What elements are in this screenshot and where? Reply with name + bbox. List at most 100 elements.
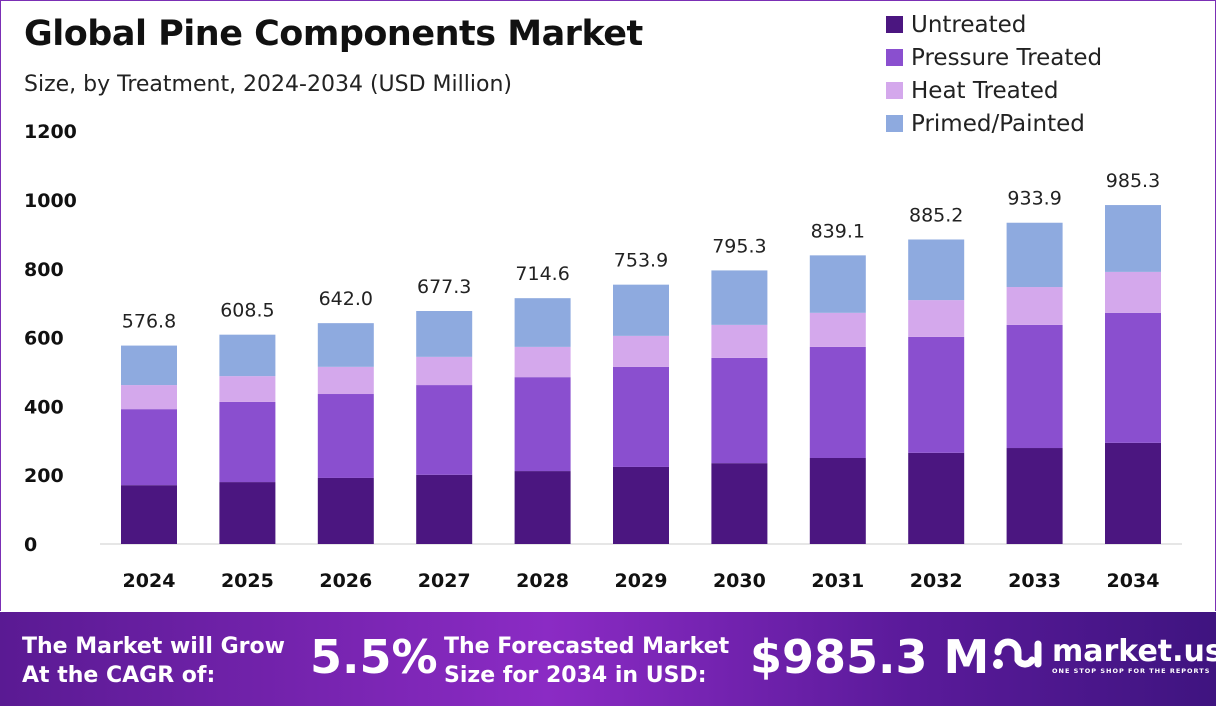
data-label-total: 885.2 [909,204,963,226]
bar-segment-untreated [1006,448,1063,544]
forecast-label: The Forecasted Market Size for 2034 in U… [444,632,729,690]
forecast-label-line: Size for 2034 in USD: [444,663,707,688]
bar-segment-untreated [416,474,473,544]
bar-segment-pressure-treated [1006,324,1063,449]
bar-segment-pressure-treated [711,357,768,464]
y-tick-label: 1200 [24,121,77,143]
footer-banner: The Market will Grow At the CAGR of: 5.5… [0,612,1216,706]
bar-segment-primed-painted [317,323,374,367]
data-label-total: 642.0 [319,288,373,310]
bar-segment-untreated [317,477,374,544]
bar-segment-heat-treated [711,324,768,358]
cagr-label-line: The Market will Grow [22,634,285,659]
forecast-value: $985.3 M [750,630,990,684]
cagr-value: 5.5% [310,630,438,684]
legend-label: Heat Treated [911,77,1059,104]
y-tick-label: 800 [24,259,64,281]
market-us-logo: market.us ONE STOP SHOP FOR THE REPORTS [990,634,1216,678]
x-tick-label: 2026 [319,570,372,592]
bar-segment-pressure-treated [317,394,374,478]
bar-segment-untreated [711,463,768,544]
y-tick-label: 600 [24,328,64,350]
chart-plot: 0 200 400 600 800 1000 1200 576.8 2024 608.5 2025 6… [24,121,1182,592]
x-tick-label: 2024 [123,570,176,592]
bar-segment-heat-treated [809,312,866,347]
bar-segment-primed-painted [908,239,965,301]
bar-segment-heat-treated [219,376,276,402]
bar-segment-primed-painted [1105,205,1161,272]
legend-swatch [886,82,903,99]
legend-swatch [886,115,903,132]
bar-segment-untreated [121,485,177,544]
bar-segment-primed-painted [613,284,669,336]
legend-label: Primed/Painted [911,110,1085,137]
chart-subtitle: Size, by Treatment, 2024-2034 (USD Milli… [24,72,512,97]
bar-segment-heat-treated [908,300,965,337]
bar-segment-pressure-treated [908,336,965,453]
bar-segment-untreated [1105,442,1161,544]
legend-swatch [886,49,903,66]
bar-segment-pressure-treated [416,385,473,475]
bar-segment-primed-painted [219,334,276,377]
legend-item-untreated: Untreated [886,8,1102,41]
bar-segment-untreated [219,482,276,544]
bar-segment-pressure-treated [1105,312,1161,443]
legend-item-pressure-treated: Pressure Treated [886,41,1102,74]
bar-segment-heat-treated [121,385,177,410]
cagr-label: The Market will Grow At the CAGR of: [22,632,285,690]
bar-segment-primed-painted [121,345,177,386]
chart-title: Global Pine Components Market [24,14,643,54]
x-tick-label: 2034 [1107,570,1160,592]
data-label-total: 576.8 [122,311,176,333]
legend-item-heat-treated: Heat Treated [886,74,1102,107]
x-tick-label: 2025 [221,570,274,592]
legend: Untreated Pressure Treated Heat Treated … [886,8,1102,140]
bar-segment-untreated [908,452,965,544]
bar-segment-pressure-treated [613,366,669,467]
bar-segment-pressure-treated [514,377,571,472]
bar-segment-untreated [809,458,866,544]
bar-segment-primed-painted [711,270,768,325]
bar-segment-heat-treated [514,346,571,378]
logo-text: market.us [1052,634,1216,669]
bar-segment-pressure-treated [121,409,177,486]
data-label-total: 753.9 [614,250,668,272]
data-label-total: 714.6 [515,263,569,285]
bar-segment-heat-treated [416,356,473,386]
x-tick-label: 2031 [811,570,864,592]
forecast-label-line: The Forecasted Market [444,634,730,659]
x-tick-label: 2033 [1008,570,1061,592]
bar-segment-untreated [514,471,571,544]
x-tick-label: 2027 [418,570,471,592]
legend-label: Untreated [911,11,1027,38]
data-label-total: 795.3 [712,235,766,257]
legend-swatch [886,16,903,33]
legend-label: Pressure Treated [911,44,1103,71]
y-tick-label: 400 [24,396,64,418]
y-tick-label: 200 [24,465,64,487]
cagr-label-line: At the CAGR of: [22,663,216,688]
bar-segment-untreated [613,466,669,544]
data-label-total: 839.1 [811,220,865,242]
bar-segment-pressure-treated [809,346,866,458]
x-tick-label: 2029 [615,570,668,592]
x-tick-label: 2032 [910,570,963,592]
bar-segment-heat-treated [613,335,669,367]
logo-icon [993,638,1042,669]
y-tick-label: 1000 [24,190,77,212]
bar-segment-primed-painted [809,255,866,313]
bar-segment-heat-treated [1105,271,1161,313]
bar-segment-heat-treated [317,366,374,395]
x-tick-label: 2028 [516,570,569,592]
data-label-total: 608.5 [220,300,274,322]
data-label-total: 677.3 [417,276,471,298]
bar-segment-pressure-treated [219,401,276,483]
bar-segment-primed-painted [416,311,473,357]
legend-item-primed-painted: Primed/Painted [886,107,1102,140]
bar-segment-primed-painted [514,298,571,347]
data-label-total: 933.9 [1007,188,1061,210]
bar-segment-heat-treated [1006,287,1063,325]
data-label-total: 985.3 [1106,170,1160,192]
logo-tagline: ONE STOP SHOP FOR THE REPORTS [1052,667,1211,675]
bar-segment-primed-painted [1006,222,1063,288]
